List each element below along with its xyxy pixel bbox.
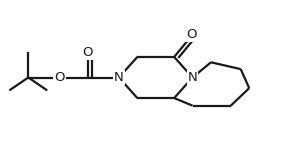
Text: O: O [54, 71, 65, 84]
Text: N: N [114, 71, 124, 84]
Text: N: N [188, 71, 197, 84]
Text: O: O [83, 46, 93, 59]
Text: O: O [186, 28, 196, 41]
